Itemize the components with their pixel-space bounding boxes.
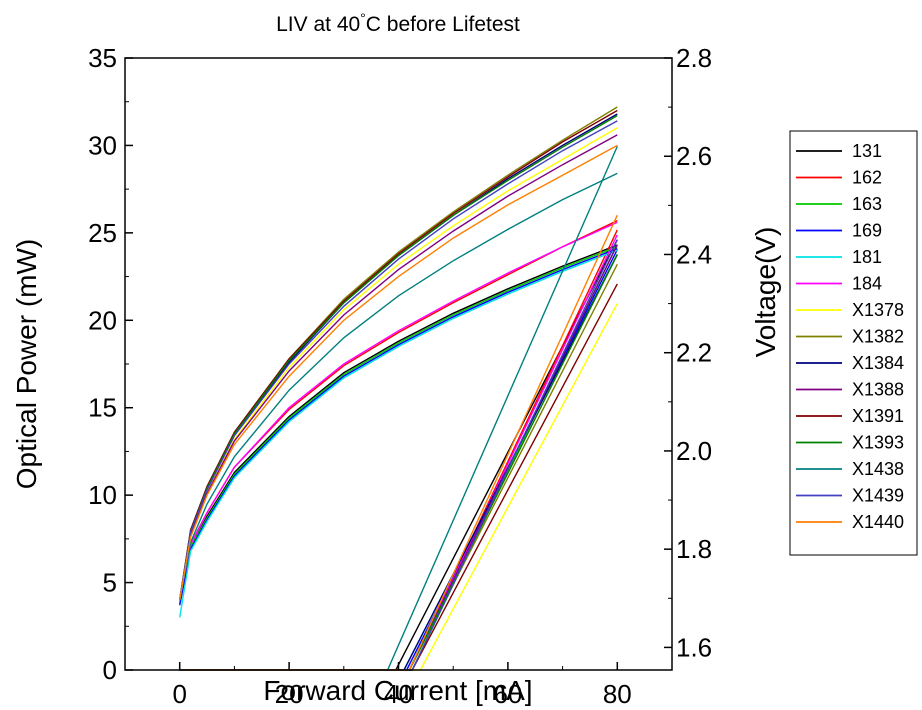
legend-items: 131 162 163 169 181 184 X1378 X1382 X1384 X1388 X1… — [796, 141, 904, 532]
legend-label: X1438 — [852, 459, 904, 479]
plot-series-group — [179, 106, 618, 671]
y2-tick-label: 1.8 — [676, 534, 712, 564]
y2-tick-label: 2.6 — [676, 141, 712, 171]
legend-label: 162 — [852, 168, 882, 188]
power-curve-163 — [179, 246, 618, 604]
y-axis-ticks: 0 5 10 15 20 25 30 35 — [88, 43, 133, 685]
y2-tick-label: 2.8 — [676, 43, 712, 73]
y2-tick-label: 2.2 — [676, 338, 712, 368]
legend-label: X1440 — [852, 512, 904, 532]
x-tick-label: 20 — [275, 679, 304, 709]
power-curve-131 — [179, 244, 618, 601]
power-curve-169 — [179, 247, 618, 606]
legend-label: X1384 — [852, 353, 904, 373]
x-tick-label: 40 — [384, 679, 413, 709]
power-curve-181 — [179, 249, 618, 618]
legend: 131 162 163 169 181 184 X1378 X1382 X1384 X1388 X1… — [789, 130, 918, 556]
legend-label: 131 — [852, 141, 882, 161]
voltage-curve-169 — [179, 249, 618, 671]
y2-axis-label: Voltage(V) — [750, 227, 781, 358]
legend-label: 169 — [852, 221, 882, 241]
legend-label: X1382 — [852, 327, 904, 347]
y2-tick-label: 1.6 — [676, 632, 712, 662]
power-curve-X1440 — [179, 144, 618, 601]
legend-label: X1378 — [852, 300, 904, 320]
y2-tick-label: 2.0 — [676, 436, 712, 466]
x-axis-label: Forward Current [mA] — [263, 675, 532, 706]
y2-axis-ticks: 1.6 1.8 2.0 2.2 2.4 2.6 2.8 — [664, 43, 712, 662]
legend-label: X1393 — [852, 433, 904, 453]
y-tick-label: 5 — [103, 568, 117, 598]
legend-label: 163 — [852, 194, 882, 214]
legend-label: X1391 — [852, 406, 904, 426]
voltage-curve-X1388 — [179, 244, 618, 671]
y-tick-label: 35 — [88, 43, 117, 73]
y-axis-label: Optical Power (mW) — [11, 239, 42, 489]
y-tick-label: 10 — [88, 480, 117, 510]
y-tick-label: 20 — [88, 305, 117, 335]
y2-tick-label: 2.4 — [676, 239, 712, 269]
legend-label: 184 — [852, 274, 882, 294]
legend-box — [789, 130, 918, 556]
power-curve-X1439 — [179, 120, 618, 601]
y-tick-label: 0 — [103, 655, 117, 685]
power-curve-162 — [179, 219, 618, 601]
x-tick-label: 0 — [172, 679, 186, 709]
y-tick-label: 25 — [88, 218, 117, 248]
y-tick-label: 15 — [88, 393, 117, 423]
power-curve-184 — [179, 221, 618, 601]
power-curve-X1438 — [179, 172, 618, 601]
power-curve-X1378 — [179, 127, 618, 601]
legend-label: 181 — [852, 247, 882, 267]
legend-label: X1388 — [852, 380, 904, 400]
voltage-curve-163 — [179, 244, 618, 671]
power-curve-X1391 — [179, 109, 618, 601]
chart-title: LIV at 40°C before Lifetest — [276, 10, 520, 36]
x-tick-label: 80 — [603, 679, 632, 709]
legend-label: X1439 — [852, 486, 904, 506]
x-tick-label: 60 — [493, 679, 522, 709]
voltage-curve-184 — [179, 234, 618, 671]
power-curve-X1384 — [179, 113, 618, 601]
x-axis-ticks: 0 20 40 60 80 — [124, 662, 673, 709]
y-tick-label: 30 — [88, 130, 117, 160]
